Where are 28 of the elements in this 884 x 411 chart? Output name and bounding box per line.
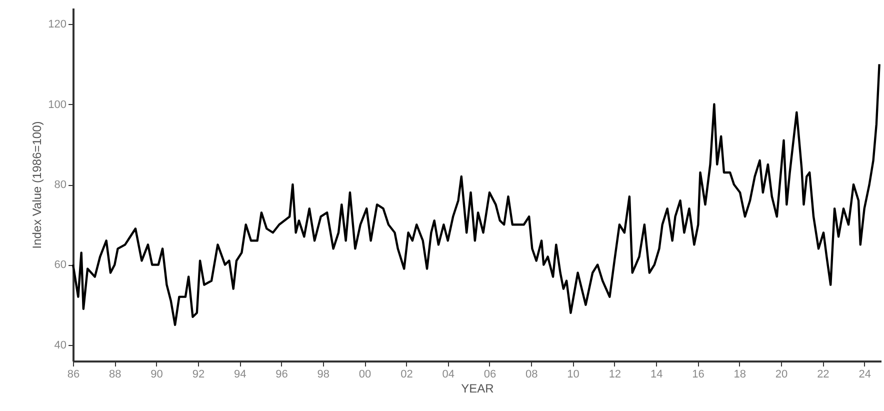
x-tick-label: 12 bbox=[608, 368, 622, 380]
x-tick-label: 98 bbox=[317, 368, 330, 380]
x-tick-label: 24 bbox=[858, 368, 871, 380]
x-tick-label: 14 bbox=[650, 368, 663, 380]
x-tick-label: 88 bbox=[109, 368, 122, 380]
x-tick-label: 16 bbox=[692, 368, 704, 380]
line-series bbox=[72, 63, 880, 326]
x-axis-title: YEAR bbox=[461, 382, 494, 396]
x-tick-label: 94 bbox=[234, 368, 246, 380]
x-tick-label: 18 bbox=[734, 368, 746, 380]
x-tick-label: 86 bbox=[67, 368, 80, 380]
x-tick-label: 20 bbox=[775, 368, 788, 380]
x-tick-label: 02 bbox=[400, 368, 413, 380]
x-tick-label: 22 bbox=[817, 368, 830, 380]
y-tick-label: 40 bbox=[54, 339, 66, 352]
y-tick-label: 60 bbox=[54, 259, 66, 272]
x-tick-label: 00 bbox=[358, 368, 372, 380]
y-axis-title: Index Value (1986=100) bbox=[30, 121, 44, 249]
y-tick-label: 80 bbox=[54, 179, 66, 191]
x-tick-label: 08 bbox=[526, 368, 538, 380]
y-tick-label: 100 bbox=[48, 98, 66, 111]
y-tick-label: 120 bbox=[48, 18, 66, 31]
x-tick-label: 04 bbox=[442, 368, 454, 380]
x-tick-label: 90 bbox=[150, 368, 163, 380]
x-tick-label: 96 bbox=[276, 368, 288, 380]
x-tick-label: 10 bbox=[567, 368, 580, 380]
x-tick-label: 06 bbox=[484, 368, 496, 380]
x-tick-label: 92 bbox=[192, 368, 205, 380]
